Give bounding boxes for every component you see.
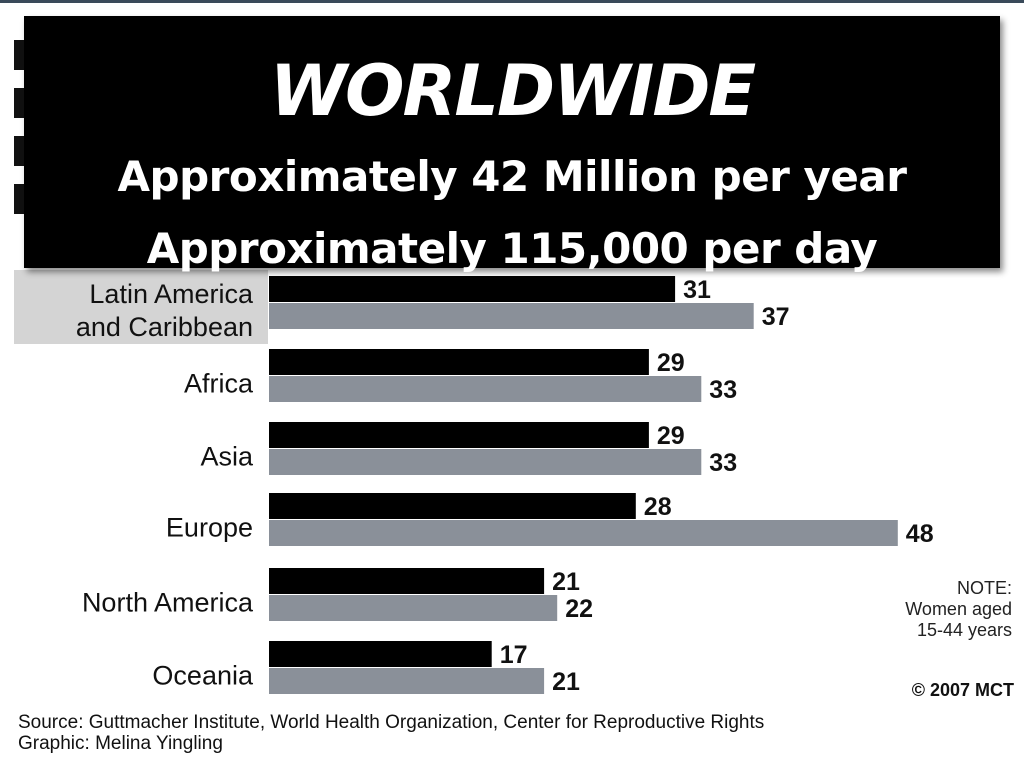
- value-label-africa-series-1: 29: [657, 349, 685, 377]
- value-label-oceania-series-2: 21: [552, 668, 580, 696]
- category-label-africa: Africa: [184, 369, 254, 399]
- value-label-latin-america-and-caribbean-series-1: 31: [683, 276, 711, 304]
- graphic-credit-line: Graphic: Melina Yingling: [18, 733, 223, 754]
- value-label-europe-series-1: 28: [644, 493, 672, 521]
- value-label-europe-series-2: 48: [906, 520, 934, 548]
- note-box: NOTE: Women aged 15-44 years: [905, 578, 1012, 641]
- value-label-north-america-series-2: 22: [565, 595, 593, 623]
- value-label-asia-series-1: 29: [657, 422, 685, 450]
- category-label-oceania: Oceania: [152, 661, 254, 691]
- value-label-latin-america-and-caribbean-series-2: 37: [762, 303, 790, 331]
- bar-asia-series-2: [269, 449, 702, 475]
- category-label-europe: Europe: [166, 513, 253, 543]
- bar-oceania-series-2: [269, 668, 545, 694]
- value-label-north-america-series-1: 21: [552, 568, 580, 596]
- category-label-latin-america-and-caribbean: Latin America and Caribbean: [76, 279, 254, 342]
- bar-oceania-series-1: [269, 641, 492, 667]
- value-label-africa-series-2: 33: [709, 376, 737, 404]
- note-line-1: Women aged: [905, 599, 1012, 619]
- copyright-credit: © 2007 MCT: [911, 680, 1014, 700]
- bar-africa-series-1: [269, 349, 649, 375]
- bar-latin-america-and-caribbean-series-1: [269, 276, 676, 302]
- top-divider: [0, 0, 1024, 3]
- source-credits: Source: Guttmacher Institute, World Heal…: [18, 712, 764, 754]
- category-label-north-america: North America: [82, 588, 254, 618]
- source-line: Source: Guttmacher Institute, World Heal…: [18, 712, 765, 733]
- value-label-asia-series-2: 33: [709, 449, 737, 477]
- bar-latin-america-and-caribbean-series-2: [269, 303, 754, 329]
- category-highlight: [14, 270, 268, 344]
- bar-north-america-series-2: [269, 595, 558, 621]
- title-banner: WORLDWIDE Approximately 42 Million per y…: [24, 16, 1000, 273]
- bar-asia-series-1: [269, 422, 649, 448]
- banner-line-daily: Approximately 115,000 per day: [146, 224, 878, 273]
- bar-north-america-series-1: [269, 568, 545, 594]
- bar-africa-series-2: [269, 376, 702, 402]
- banner-title: WORLDWIDE: [269, 50, 757, 132]
- note-line-2: 15-44 years: [916, 620, 1012, 640]
- note-heading: NOTE:: [956, 578, 1012, 598]
- category-label-asia: Asia: [200, 442, 254, 472]
- bar-europe-series-1: [269, 493, 636, 519]
- value-label-oceania-series-1: 17: [500, 641, 528, 669]
- bar-europe-series-2: [269, 520, 898, 546]
- banner-line-yearly: Approximately 42 Million per year: [117, 152, 907, 201]
